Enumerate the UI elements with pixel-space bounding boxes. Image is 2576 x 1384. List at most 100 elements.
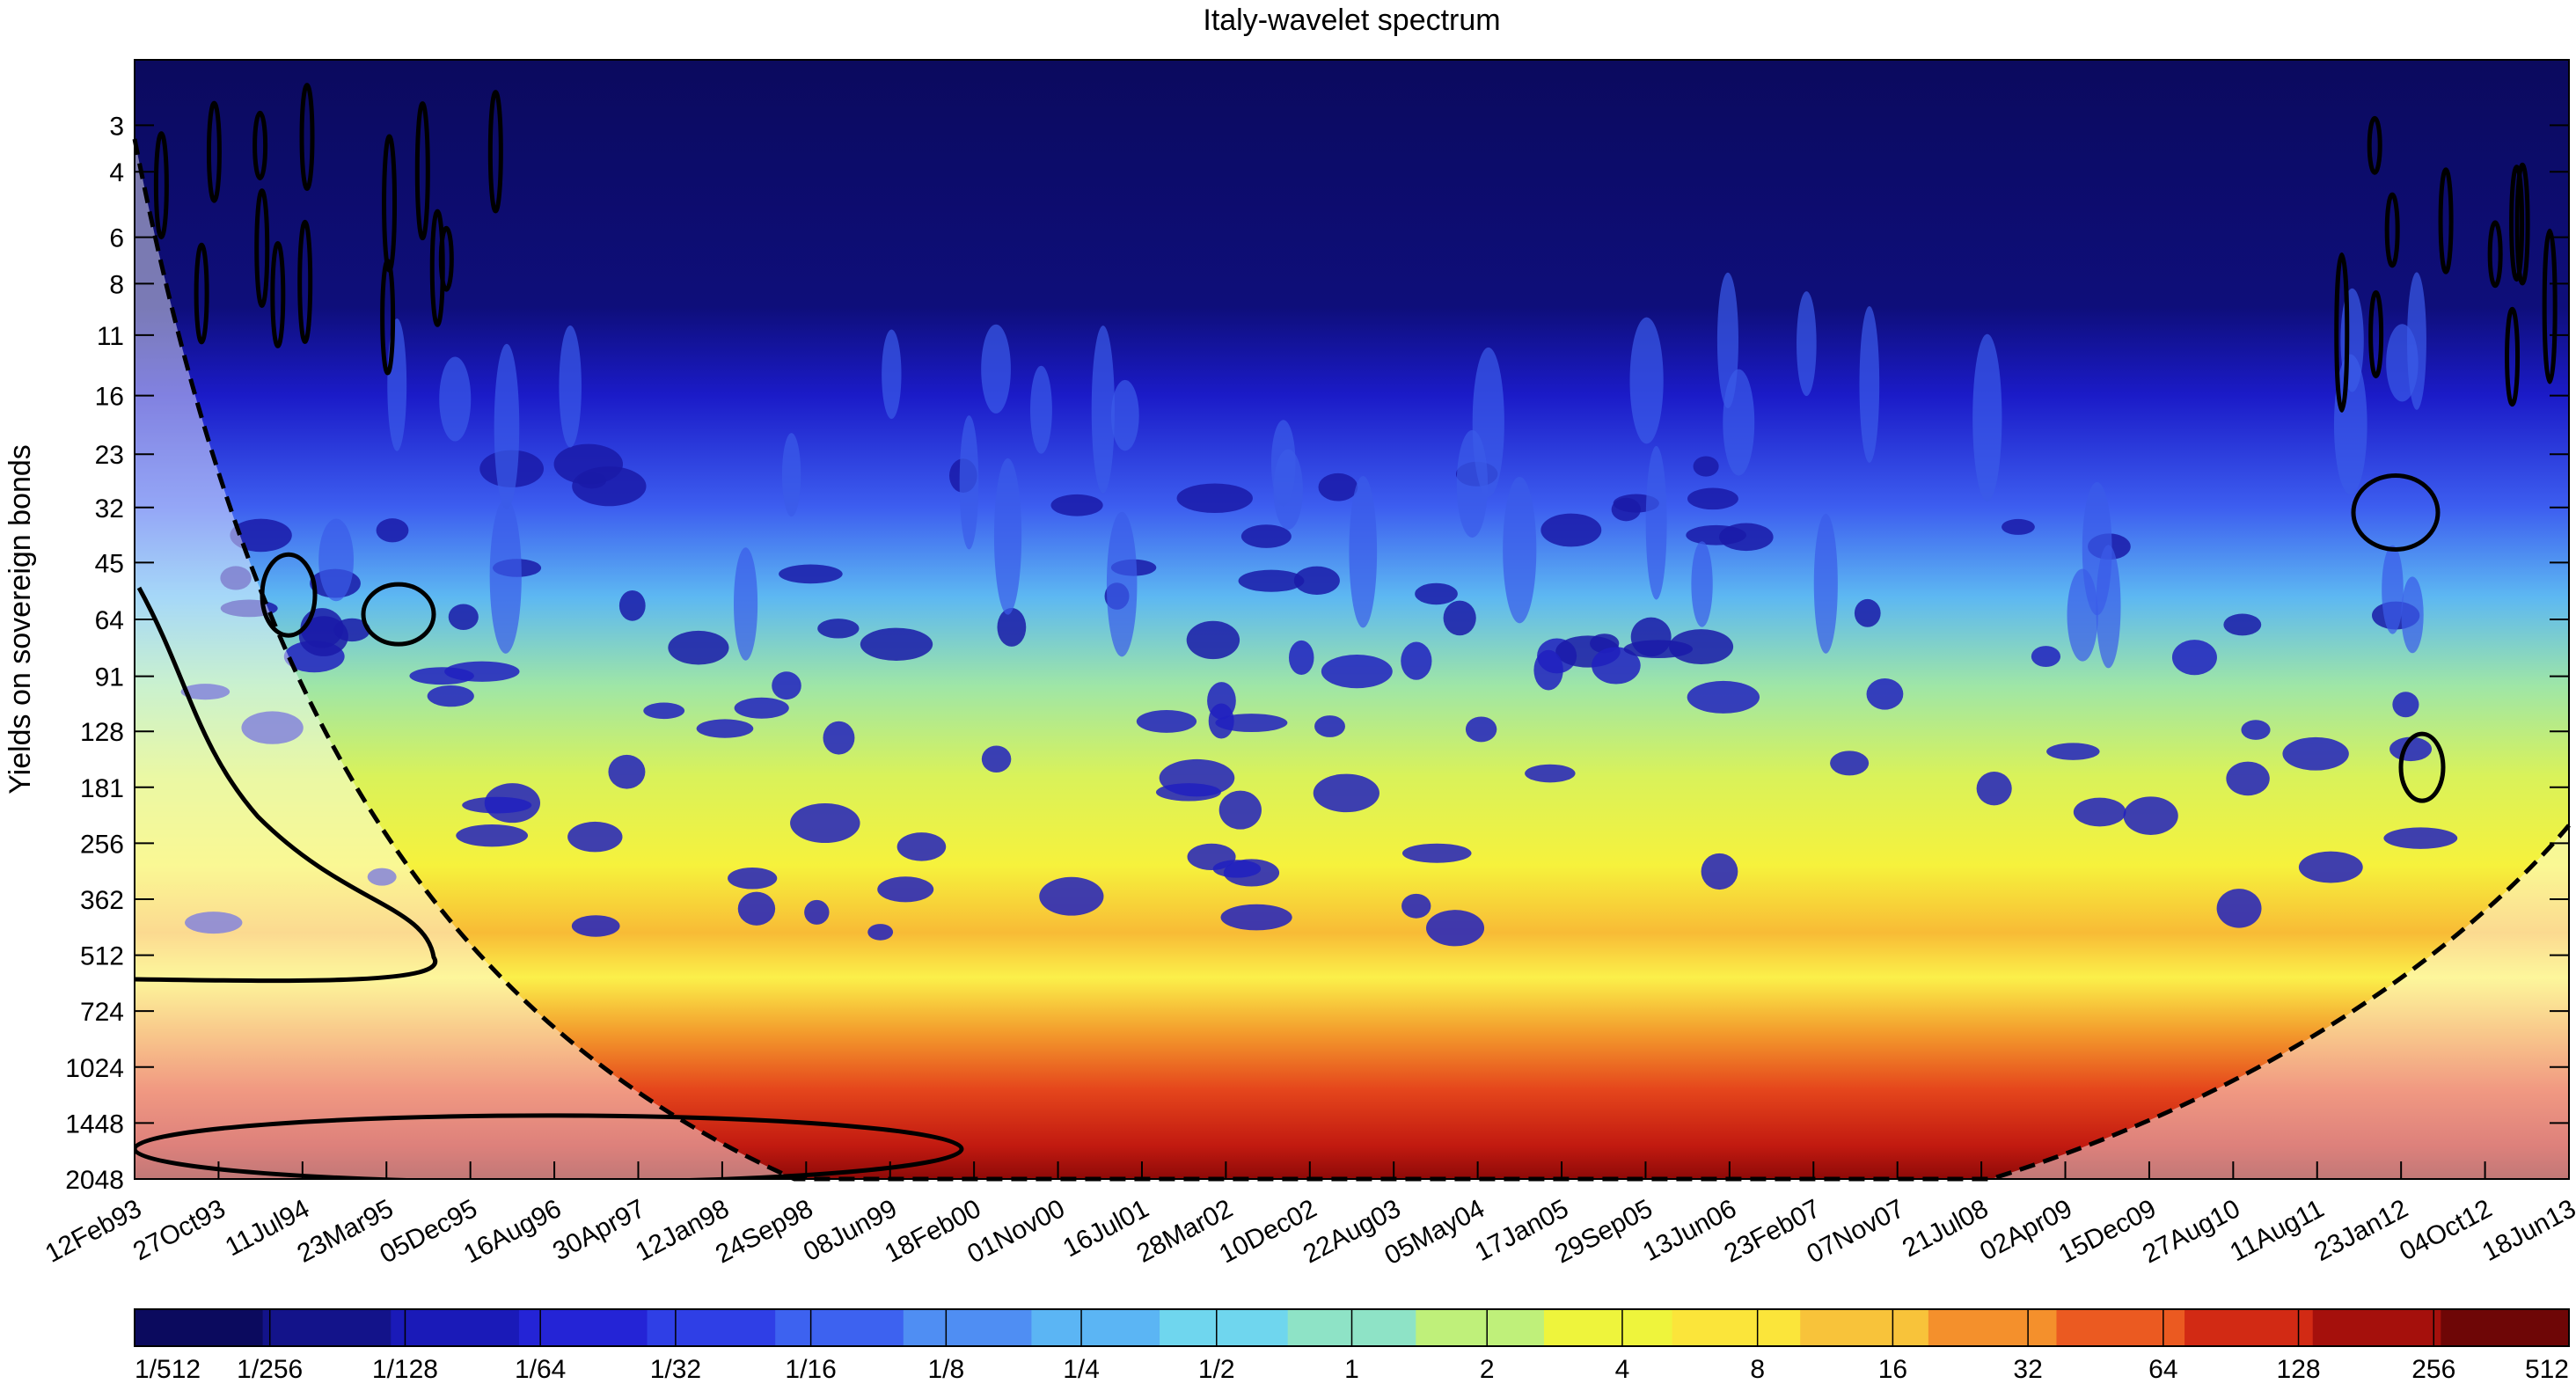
- y-tick-label: 362: [80, 886, 124, 915]
- x-tick-label: 23Jan12: [2309, 1194, 2412, 1267]
- colorbar-tick-label: 1/512: [135, 1355, 201, 1384]
- power-plume: [1503, 476, 1537, 624]
- power-plume: [781, 433, 801, 517]
- power-spot: [427, 685, 474, 707]
- heatmap-field: [135, 60, 2569, 1179]
- colorbar-tick-label: 64: [2148, 1355, 2177, 1384]
- y-axis-label: Yields on sovereign bonds: [4, 444, 37, 795]
- colorbar-tick-label: 256: [2411, 1355, 2455, 1384]
- contour-streak: [254, 188, 270, 308]
- contour-streak: [2542, 228, 2558, 384]
- power-spot: [1313, 773, 1379, 813]
- colorbar-segment: [135, 1309, 264, 1346]
- x-tick-label: 21Jul08: [1898, 1194, 1993, 1263]
- power-plume: [1273, 449, 1303, 531]
- power-spot: [1155, 783, 1221, 802]
- power-spot: [1220, 904, 1292, 931]
- power-spot: [1176, 483, 1253, 513]
- colorbar-tick-label: 2: [1480, 1355, 1495, 1384]
- colorbar-segment: [2441, 1309, 2570, 1346]
- colorbar: 1/512 1/256 1/128 1/64 1/32 1/16 1/8 1/4 1/2 1 2 4 8…: [134, 1308, 2570, 1384]
- x-tick-label: 07Nov07: [1802, 1194, 1909, 1270]
- contour-streak: [153, 131, 169, 240]
- colorbar-tick-label: 32: [2013, 1355, 2042, 1384]
- power-spot: [1401, 893, 1431, 919]
- contour-streak: [2384, 192, 2400, 268]
- power-spot: [1050, 494, 1103, 516]
- power-plume: [489, 498, 522, 654]
- power-spot: [1293, 566, 1340, 595]
- colorbar-segment: [1928, 1309, 2058, 1346]
- chart-title: Italy-wavelet spectrum: [1203, 4, 1500, 37]
- power-spot: [737, 891, 776, 926]
- x-tick-label: 04Oct12: [2395, 1194, 2497, 1266]
- x-tick-label: 27Aug10: [2138, 1194, 2245, 1270]
- power-plume: [1110, 379, 1139, 451]
- contour-streak: [2367, 115, 2382, 175]
- power-spot: [1401, 843, 1472, 863]
- power-spot: [1525, 764, 1576, 783]
- power-spot: [1208, 703, 1234, 739]
- colorbar-segment: [262, 1309, 392, 1346]
- power-spot: [1039, 876, 1104, 916]
- contour-streak: [414, 101, 430, 241]
- power-spot: [185, 912, 243, 934]
- power-spot: [1540, 513, 1602, 547]
- power-spot: [2241, 720, 2271, 740]
- power-spot: [1288, 640, 1314, 676]
- power-spot: [1693, 456, 1719, 477]
- power-spot: [571, 915, 620, 937]
- contour-streak: [2509, 165, 2525, 282]
- contour-streak: [2368, 289, 2384, 378]
- power-plume: [2382, 545, 2404, 634]
- power-spot: [1318, 472, 1358, 502]
- x-tick-label: 01Nov00: [962, 1194, 1070, 1270]
- colorbar-segment: [1416, 1309, 1545, 1346]
- power-plume: [882, 329, 902, 420]
- plot-area: [132, 59, 2571, 1182]
- power-spot: [1314, 715, 1345, 737]
- colorbar-tick-label: 512: [2525, 1355, 2569, 1384]
- power-spot: [376, 518, 409, 543]
- x-tick-label: 30Apr97: [548, 1194, 650, 1266]
- colorbar-segment: [1031, 1309, 1161, 1346]
- colorbar-tick-label: 1/8: [927, 1355, 964, 1384]
- power-spot: [1866, 678, 1904, 710]
- coi-right-shade: [1991, 825, 2569, 1179]
- power-plume: [1456, 429, 1489, 538]
- power-spot: [696, 719, 754, 738]
- power-spot: [1623, 640, 1694, 658]
- power-plume: [559, 325, 582, 448]
- power-spot: [1611, 497, 1641, 522]
- colorbar-tick-label: 1/4: [1063, 1355, 1100, 1384]
- power-plume: [1813, 513, 1838, 654]
- contour-blob-c: [2351, 472, 2441, 552]
- y-tick-label: 16: [95, 383, 124, 412]
- power-spot: [448, 604, 479, 630]
- power-spot: [1976, 771, 2012, 806]
- colorbar-tick-label: 8: [1750, 1355, 1765, 1384]
- power-plume: [387, 318, 407, 451]
- power-spot: [981, 745, 1012, 773]
- x-tick-label: 29Sep05: [1550, 1194, 1658, 1270]
- colorbar-segment: [1672, 1309, 1802, 1346]
- colorbar-tick-label: 1/2: [1198, 1355, 1235, 1384]
- colorbar-tick-label: 1/16: [785, 1355, 836, 1384]
- y-tick-label: 4: [109, 158, 124, 187]
- y-tick-label: 3: [109, 112, 124, 141]
- contour-left: [135, 586, 438, 984]
- power-spot: [1533, 649, 1563, 691]
- power-spot: [553, 443, 624, 485]
- power-spot: [1136, 709, 1197, 733]
- power-spot: [2226, 761, 2270, 796]
- y-tick-label: 128: [80, 718, 124, 747]
- power-spot: [1238, 569, 1305, 592]
- power-plume: [2386, 324, 2419, 402]
- y-tick-label: 2048: [65, 1166, 124, 1195]
- power-plume: [1972, 333, 2002, 502]
- power-plume: [1691, 541, 1713, 627]
- colorbar-segment: [2312, 1309, 2442, 1346]
- contour-streak: [2505, 306, 2521, 407]
- power-spot: [1425, 910, 1485, 947]
- x-tick-label: 18Jun13: [2477, 1194, 2576, 1267]
